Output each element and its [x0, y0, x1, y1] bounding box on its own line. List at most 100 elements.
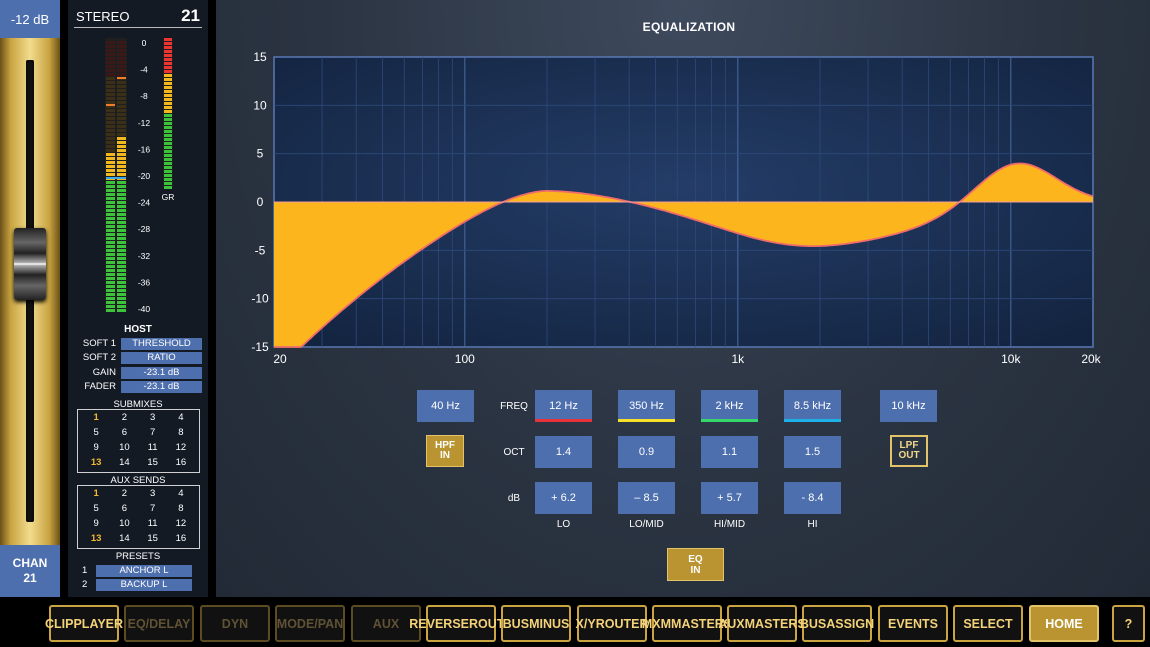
nav-button-clip-player[interactable]: CLIP PLAYER [45, 605, 123, 642]
eq-x-tick: 20k [1081, 352, 1101, 366]
eq-y-tick: 15 [253, 50, 267, 64]
meter-left-segment [106, 113, 115, 116]
preset-anchor[interactable]: ANCHOR L [96, 565, 192, 577]
host-value-gain[interactable]: -23.1 dB [121, 367, 202, 379]
lomid-color-bar [618, 419, 675, 422]
aux-send-cell-15[interactable]: 15 [147, 533, 158, 544]
eq-graph[interactable]: 15 10 5 0 -5 -10 -15 20 100 1k 10k 20k [216, 0, 1150, 380]
aux-send-cell-2[interactable]: 2 [121, 488, 128, 499]
host-title: HOST [124, 324, 152, 335]
nav-button-help[interactable]: ? [1112, 605, 1145, 642]
host-value-fader[interactable]: -23.1 dB [121, 381, 202, 393]
aux-send-cell-8[interactable]: 8 [178, 503, 184, 514]
lo-oct-box[interactable]: 1.4 [535, 436, 592, 468]
meter-right-segment [117, 189, 126, 192]
nav-button-bus-assign[interactable]: BUS ASSIGN [799, 605, 874, 642]
lomid-db-box[interactable]: – 8.5 [618, 482, 675, 514]
meter-left-segment [106, 285, 115, 288]
meter-left-segment [106, 105, 115, 108]
meter-left-segment [106, 169, 115, 172]
lpf-freq-box[interactable]: 10 kHz [880, 390, 937, 422]
nav-button-mode-pan[interactable]: MODE/PAN [275, 605, 345, 642]
meter-right-segment [117, 129, 126, 132]
nav-button-dyn[interactable]: DYN [200, 605, 270, 642]
gr-meter-segment [164, 154, 172, 157]
submix-cell-14[interactable]: 14 [119, 457, 130, 468]
fader-column: -12 dB CHAN 21 [0, 0, 60, 597]
meter-scale-label: -4 [140, 65, 148, 75]
submix-cell-16[interactable]: 16 [175, 457, 187, 468]
aux-send-cell-5[interactable]: 5 [93, 503, 99, 514]
nav-button-mxm-masters[interactable]: MXM MASTERS [642, 605, 732, 642]
himid-db-box[interactable]: + 5.7 [701, 482, 758, 514]
aux-send-cell-12[interactable]: 12 [175, 518, 187, 529]
fader-knob[interactable] [14, 228, 46, 300]
aux-send-cell-13[interactable]: 13 [90, 533, 102, 544]
lpf-toggle-button[interactable]: LPF OUT [890, 435, 928, 467]
nav-button-label: ROUTER [595, 616, 649, 631]
aux-send-cell-9[interactable]: 9 [93, 518, 99, 529]
lomid-freq-box[interactable]: 350 Hz [618, 390, 675, 422]
nav-button-events[interactable]: EVENTS [878, 605, 948, 642]
submix-cell-15[interactable]: 15 [147, 457, 158, 468]
submix-cell-9[interactable]: 9 [93, 442, 99, 453]
aux-send-cell-1[interactable]: 1 [93, 488, 99, 499]
nav-button-label: HOME [1045, 616, 1083, 631]
submix-cell-10[interactable]: 10 [119, 442, 130, 453]
submix-cell-1[interactable]: 1 [93, 412, 99, 423]
meter-left-segment [106, 257, 115, 260]
lo-db-box[interactable]: + 6.2 [535, 482, 592, 514]
hpf-freq-box[interactable]: 40 Hz [417, 390, 474, 422]
meter-left-segment [106, 281, 115, 284]
submix-cell-6[interactable]: 6 [121, 427, 128, 438]
meter-left-segment [106, 145, 115, 148]
nav-button-aux-masters[interactable]: AUX MASTERS [718, 605, 806, 642]
aux-send-cell-11[interactable]: 11 [147, 518, 158, 529]
nav-button-label: MINUS [529, 616, 570, 631]
nav-button-label: BUS [799, 616, 827, 631]
submix-cell-12[interactable]: 12 [175, 442, 187, 453]
submix-cell-11[interactable]: 11 [147, 442, 158, 453]
nav-button-label: SELECT [963, 616, 1013, 631]
aux-send-cell-3[interactable]: 3 [149, 488, 156, 499]
himid-oct-box[interactable]: 1.1 [701, 436, 758, 468]
host-value-soft1[interactable]: THRESHOLD [121, 338, 202, 350]
submix-cell-8[interactable]: 8 [178, 427, 184, 438]
submix-cell-5[interactable]: 5 [93, 427, 99, 438]
eq-in-button[interactable]: EQ IN [667, 548, 724, 581]
nav-button-reverse-route[interactable]: REVERSE ROUTE [409, 605, 513, 642]
aux-send-cell-4[interactable]: 4 [178, 488, 184, 499]
hpf-toggle-button[interactable]: HPF IN [426, 435, 464, 467]
nav-button-aux[interactable]: AUX [351, 605, 421, 642]
aux-send-cell-6[interactable]: 6 [121, 503, 128, 514]
lomid-oct-box[interactable]: 0.9 [618, 436, 675, 468]
hi-freq-box[interactable]: 8.5 kHz [784, 390, 841, 422]
hi-oct-box[interactable]: 1.5 [784, 436, 841, 468]
submix-cell-7[interactable]: 7 [149, 427, 156, 438]
lo-freq-box[interactable]: 12 Hz [535, 390, 592, 422]
host-row-fader: FADER -23.1 dB [76, 381, 202, 393]
host-value-soft2[interactable]: RATIO [121, 352, 202, 364]
host-label: FADER [84, 381, 116, 392]
aux-send-cell-7[interactable]: 7 [149, 503, 156, 514]
hi-db-box[interactable]: - 8.4 [784, 482, 841, 514]
nav-button-xy-router[interactable]: X/Y ROUTER [576, 605, 649, 642]
nav-button-select[interactable]: SELECT [953, 605, 1023, 642]
nav-button-label: AUX [372, 616, 400, 631]
aux-send-cell-14[interactable]: 14 [119, 533, 130, 544]
meter-left-segment [106, 45, 115, 48]
submix-cell-2[interactable]: 2 [121, 412, 128, 423]
nav-button-home[interactable]: HOME [1029, 605, 1099, 642]
submix-cell-3[interactable]: 3 [149, 412, 156, 423]
gr-meter-segment [164, 78, 172, 81]
channel-label[interactable]: CHAN 21 [0, 545, 60, 597]
aux-send-cell-16[interactable]: 16 [175, 533, 187, 544]
nav-button-eq-delay[interactable]: EQ/DELAY [124, 605, 194, 642]
fader-track[interactable] [0, 38, 60, 545]
nav-button-bus-minus[interactable]: BUS MINUS [501, 605, 571, 642]
himid-freq-box[interactable]: 2 kHz [701, 390, 758, 422]
aux-send-cell-10[interactable]: 10 [119, 518, 130, 529]
submix-cell-13[interactable]: 13 [90, 457, 102, 468]
submix-cell-4[interactable]: 4 [178, 412, 184, 423]
preset-backup[interactable]: BACKUP L [96, 579, 192, 591]
